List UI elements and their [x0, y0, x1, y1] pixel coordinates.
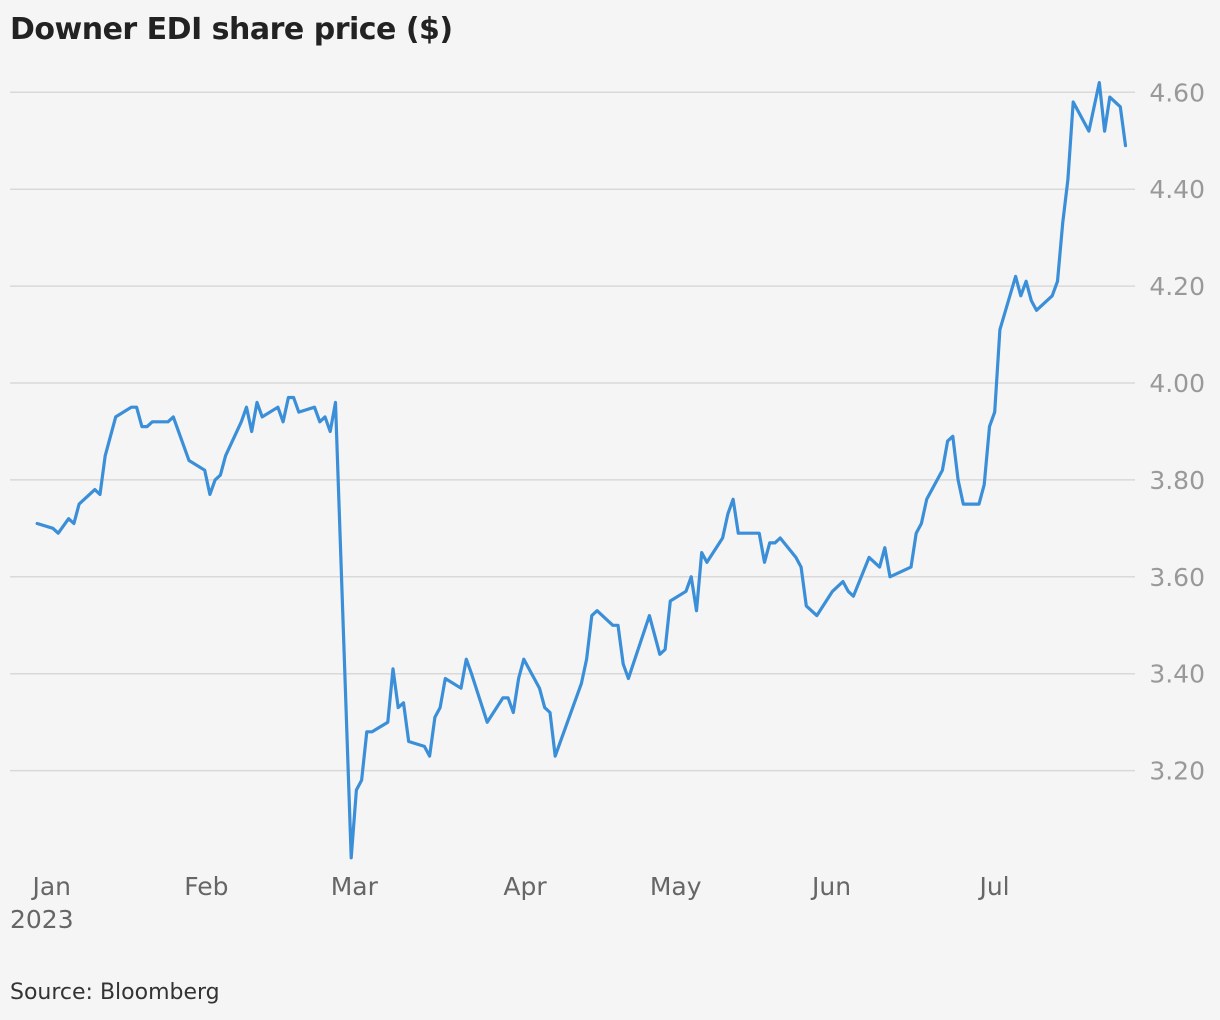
x-tick-sublabel: 2023	[10, 905, 74, 934]
x-tick-label: Jun	[810, 872, 851, 901]
y-tick-label: 4.00	[1149, 369, 1205, 398]
y-tick-label: 3.60	[1149, 563, 1205, 592]
y-tick-label: 3.20	[1149, 757, 1205, 786]
share-price-line	[35, 81, 1128, 860]
x-tick-label: May	[650, 872, 702, 901]
y-tick-label: 4.20	[1149, 272, 1205, 301]
y-tick-label: 3.80	[1149, 466, 1205, 495]
chart-title: Downer EDI share price ($)	[10, 12, 453, 47]
y-tick-label: 4.60	[1149, 78, 1205, 107]
y-tick-label: 4.40	[1149, 175, 1205, 204]
x-tick-label: Feb	[184, 872, 228, 901]
x-tick-label: Apr	[503, 872, 547, 901]
x-tick-label: Mar	[331, 872, 379, 901]
x-tick-label: Jan	[30, 872, 71, 901]
chart-source: Source: Bloomberg	[10, 980, 220, 1005]
y-tick-label: 3.40	[1149, 660, 1205, 689]
x-tick-label: Jul	[977, 872, 1009, 901]
